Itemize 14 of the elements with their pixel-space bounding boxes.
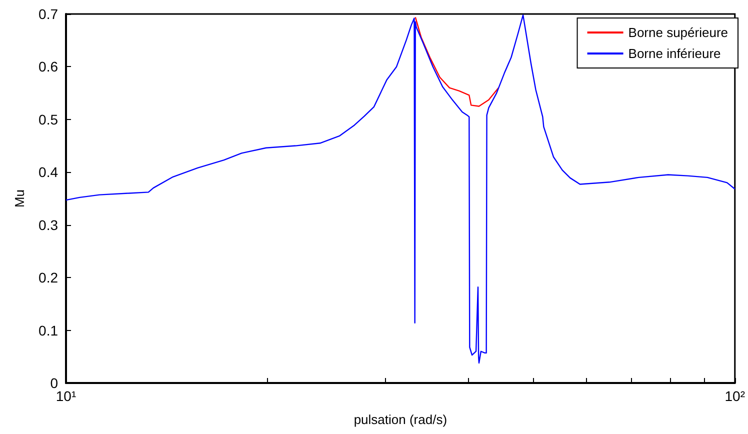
x-tick-label: 10¹	[56, 388, 76, 404]
y-tick-label: 0.5	[38, 111, 58, 128]
y-tick-label: 0.2	[38, 270, 58, 286]
y-axis-title: Mu	[12, 189, 27, 208]
legend-label: Borne supérieure	[628, 25, 728, 40]
x-axis-title: pulsation (rad/s)	[354, 412, 448, 427]
y-tick-label: 0.4	[38, 164, 58, 180]
x-tick-label: 10²	[724, 388, 746, 404]
y-tick-label: 0	[50, 375, 58, 391]
y-tick-label: 0.6	[38, 58, 58, 75]
y-tick-label: 0.1	[38, 322, 58, 338]
legend-label: Borne inférieure	[628, 46, 721, 61]
y-tick-label: 0.7	[38, 6, 58, 22]
y-tick-label: 0.3	[38, 216, 58, 233]
